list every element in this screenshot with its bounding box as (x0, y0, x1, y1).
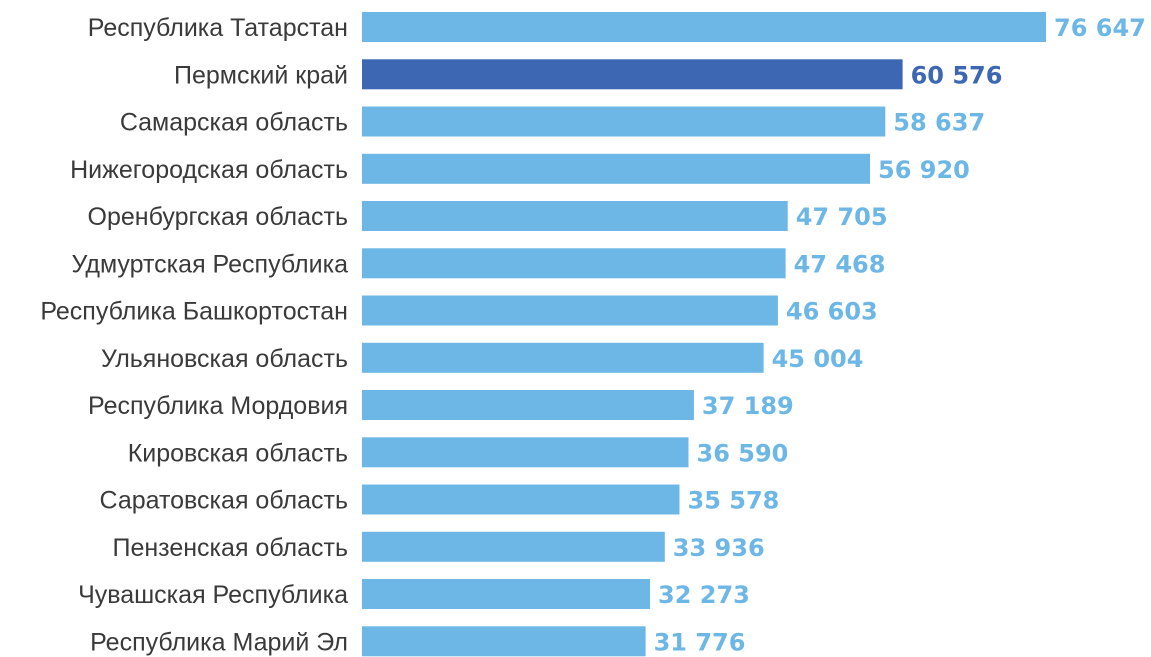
bar (362, 626, 646, 657)
data-label: 76 647 (1054, 14, 1146, 42)
category-label: Удмуртская Республика (71, 250, 348, 278)
bar (362, 248, 786, 279)
bars-group (362, 12, 1046, 657)
category-label: Ульяновская область (101, 345, 348, 373)
data-label: 31 776 (654, 628, 746, 656)
data-label: 45 004 (772, 345, 864, 373)
category-label: Чувашская Республика (78, 581, 348, 609)
bar (362, 59, 903, 90)
category-label: Саратовская область (99, 487, 348, 515)
category-label: Пермский край (174, 61, 348, 89)
bar (362, 437, 689, 468)
value-labels-group: 76 647 60 576 58 637 56 920 47 705 47 468 46 6… (654, 14, 1146, 656)
data-label: 35 578 (688, 487, 780, 515)
category-label: Пензенская область (112, 534, 348, 562)
bar (362, 531, 665, 562)
bar (362, 153, 870, 184)
data-label: 32 273 (658, 581, 750, 609)
category-label: Нижегородская область (70, 156, 348, 184)
bar (362, 390, 694, 420)
bar (362, 106, 886, 137)
bar (362, 201, 788, 231)
category-labels-group: Республика Татарстан Пермский край Самарск… (40, 14, 348, 656)
data-label: 47 705 (796, 203, 888, 231)
bar (362, 342, 764, 373)
data-label: 56 920 (878, 156, 970, 184)
category-label: Кировская область (128, 439, 348, 467)
data-label: 47 468 (794, 250, 886, 278)
data-label: 60 576 (911, 61, 1003, 89)
category-label: Республика Марий Эл (90, 628, 348, 656)
data-label: 46 603 (786, 298, 878, 326)
data-label: 36 590 (697, 439, 789, 467)
category-label: Республика Башкортостан (40, 298, 348, 326)
bar (362, 484, 680, 515)
bar (362, 579, 650, 609)
data-label: 58 637 (893, 109, 985, 137)
category-label: Оренбургская область (88, 203, 348, 231)
category-label: Республика Татарстан (88, 14, 348, 42)
category-label: Республика Мордовия (88, 392, 348, 420)
bar (362, 295, 778, 326)
data-label: 37 189 (702, 392, 794, 420)
data-label: 33 936 (673, 534, 765, 562)
category-label: Самарская область (120, 109, 348, 137)
bar (362, 12, 1046, 42)
